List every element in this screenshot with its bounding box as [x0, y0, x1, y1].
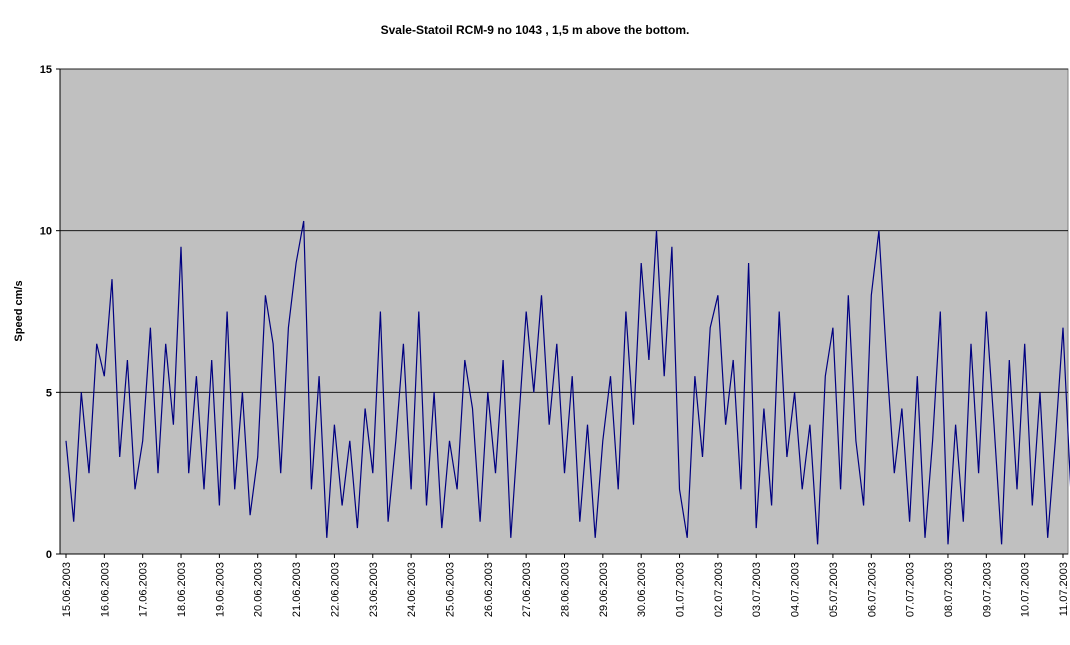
x-tick-label: 29.06.2003: [598, 562, 610, 617]
x-tick-label: 06.07.2003: [866, 562, 878, 617]
x-tick-label: 16.06.2003: [99, 562, 111, 617]
y-tick-label: 10: [40, 226, 52, 238]
x-tick-label: 04.07.2003: [790, 562, 802, 617]
x-tick-label: 10.07.2003: [1020, 562, 1032, 617]
x-tick-label: 28.06.2003: [560, 562, 572, 617]
x-tick-label: 30.06.2003: [636, 562, 648, 617]
y-axis-label: Speed cm/s: [13, 280, 25, 341]
x-tick-label: 05.07.2003: [828, 562, 840, 617]
x-tick-label: 24.06.2003: [406, 562, 418, 617]
x-tick-label: 19.06.2003: [214, 562, 226, 617]
x-tick-label: 01.07.2003: [675, 562, 687, 617]
data-line: [65, 220, 1070, 545]
x-tick-label: 25.06.2003: [444, 562, 456, 617]
chart-title: Svale-Statoil RCM-9 no 1043 , 1,5 m abov…: [381, 23, 690, 37]
x-tick-label: 18.06.2003: [176, 562, 188, 617]
x-tick-label: 08.07.2003: [943, 562, 955, 617]
x-tick-label: 15.06.2003: [61, 562, 73, 617]
x-tick-label: 09.07.2003: [981, 562, 993, 617]
x-tick-label: 26.06.2003: [483, 562, 495, 617]
x-tick-label: 11.07.2003: [1058, 562, 1070, 616]
x-tick-label: 17.06.2003: [138, 562, 150, 617]
x-tick-label: 23.06.2003: [368, 562, 380, 617]
x-tick-label: 02.07.2003: [713, 562, 725, 617]
y-tick-label: 5: [46, 387, 52, 399]
x-tick-label: 21.06.2003: [291, 562, 303, 617]
y-tick-label: 0: [46, 549, 52, 561]
x-tick-label: 27.06.2003: [521, 562, 533, 617]
y-tick-label: 15: [40, 64, 52, 76]
x-tick-label: 22.06.2003: [329, 562, 341, 617]
x-tick-label: 07.07.2003: [905, 562, 917, 617]
x-tick-label: 20.06.2003: [253, 562, 265, 617]
plot-area: [59, 68, 1069, 555]
x-tick-label: 03.07.2003: [751, 562, 763, 617]
